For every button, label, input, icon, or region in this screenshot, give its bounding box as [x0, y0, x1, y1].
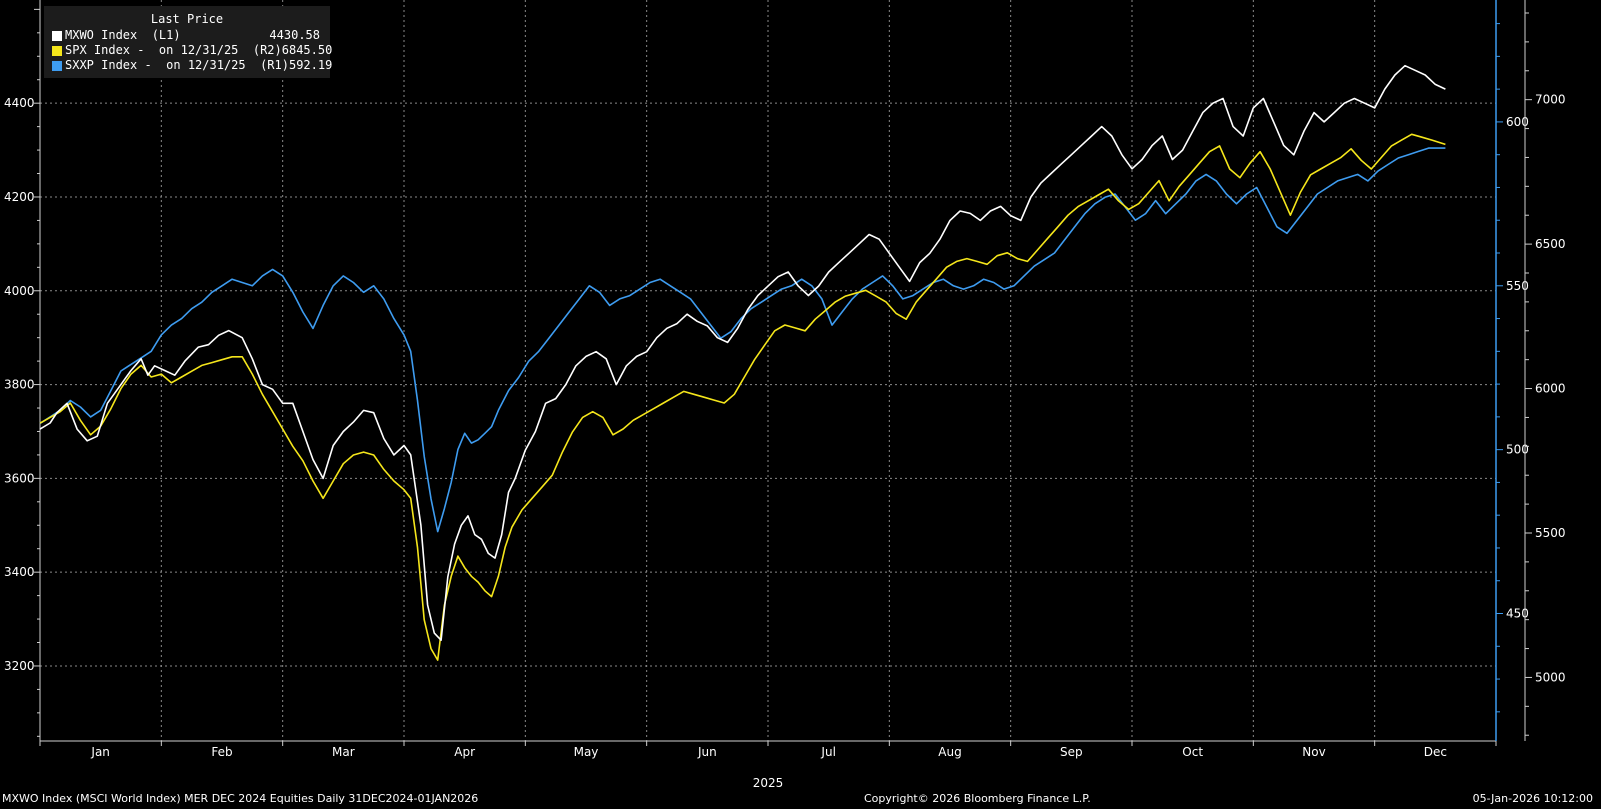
- right-inner-axis-tick-label: 500: [1506, 443, 1529, 457]
- left-axis-tick-label: 3400: [4, 565, 35, 579]
- x-axis-tick-label: Mar: [332, 745, 355, 759]
- footer-copyright: Copyright© 2026 Bloomberg Finance L.P.: [864, 792, 1091, 805]
- footer-timestamp: 05-Jan-2026 10:12:00: [1472, 792, 1593, 805]
- chart-series: [39, 64, 1446, 661]
- legend-label-mxwo: MXWO Index (L1): [65, 28, 181, 42]
- x-axis-tick-label: Jul: [820, 745, 835, 759]
- legend-item-sxxp: SXXP Index - on 12/31/25 (R1) 592.19: [44, 58, 332, 73]
- series-line-spx: [39, 133, 1446, 661]
- series-line-sxxp: [39, 147, 1446, 533]
- right-inner-axis-tick-label: 450: [1506, 607, 1529, 621]
- legend-value-spx: 6845.50: [281, 43, 333, 57]
- legend-swatch-spx: [52, 45, 62, 56]
- legend-swatch-mxwo: [52, 30, 62, 41]
- x-axis-tick-label: Dec: [1424, 745, 1447, 759]
- chart-axes: 3200 3400 3600 3800 4000 4200 4400 Jan Feb Mar Apr…: [4, 0, 1566, 759]
- x-axis-tick-label: Jun: [697, 745, 717, 759]
- x-axis-tick-label: Jan: [90, 745, 110, 759]
- legend-header: Last Price: [150, 12, 224, 26]
- x-axis-year-label: 2025: [753, 776, 784, 790]
- legend-swatch-sxxp: [52, 60, 62, 71]
- x-axis-tick-label: Nov: [1302, 745, 1325, 759]
- x-axis-tick-label: Feb: [211, 745, 232, 759]
- legend-item-mxwo: MXWO Index (L1) 4430.58: [44, 28, 330, 43]
- legend-label-sxxp: SXXP Index - on 12/31/25 (R1): [65, 58, 289, 72]
- legend-value-mxwo: 4430.58: [269, 28, 320, 42]
- x-axis-tick-label: Oct: [1182, 745, 1203, 759]
- right-inner-axis-tick-label: 600: [1506, 115, 1529, 129]
- x-axis-tick-label: Apr: [454, 745, 475, 759]
- left-axis-tick-label: 4200: [4, 190, 35, 204]
- chart-grid: [40, 0, 1496, 741]
- x-axis-tick-label: May: [574, 745, 599, 759]
- right-outer-axis-tick-label: 5500: [1535, 526, 1566, 540]
- legend-value-sxxp: 592.19: [288, 58, 333, 72]
- x-axis-tick-label: Aug: [938, 745, 961, 759]
- series-line-mxwo: [39, 64, 1446, 641]
- left-axis-tick-label: 4000: [4, 284, 35, 298]
- legend-item-spx: SPX Index - on 12/31/25 (R2) 6845.50: [44, 43, 332, 58]
- right-inner-axis-tick-label: 550: [1506, 279, 1529, 293]
- left-axis-tick-label: 4400: [4, 96, 35, 110]
- footer-description: MXWO Index (MSCI World Index) MER DEC 20…: [2, 792, 479, 805]
- left-axis-tick-label: 3800: [4, 378, 35, 392]
- right-outer-axis-tick-label: 7000: [1535, 93, 1566, 107]
- legend-label-spx: SPX Index - on 12/31/25 (R2): [65, 43, 282, 57]
- left-axis-tick-label: 3200: [4, 659, 35, 673]
- left-axis-tick-label: 3600: [4, 471, 35, 485]
- right-outer-axis-tick-label: 6500: [1535, 237, 1566, 251]
- right-outer-axis-tick-label: 5000: [1535, 670, 1566, 684]
- x-axis-tick-label: Sep: [1060, 745, 1083, 759]
- chart-legend: Last Price MXWO Index (L1) 4430.58 SPX I…: [44, 6, 332, 78]
- right-outer-axis-tick-label: 6000: [1535, 382, 1566, 396]
